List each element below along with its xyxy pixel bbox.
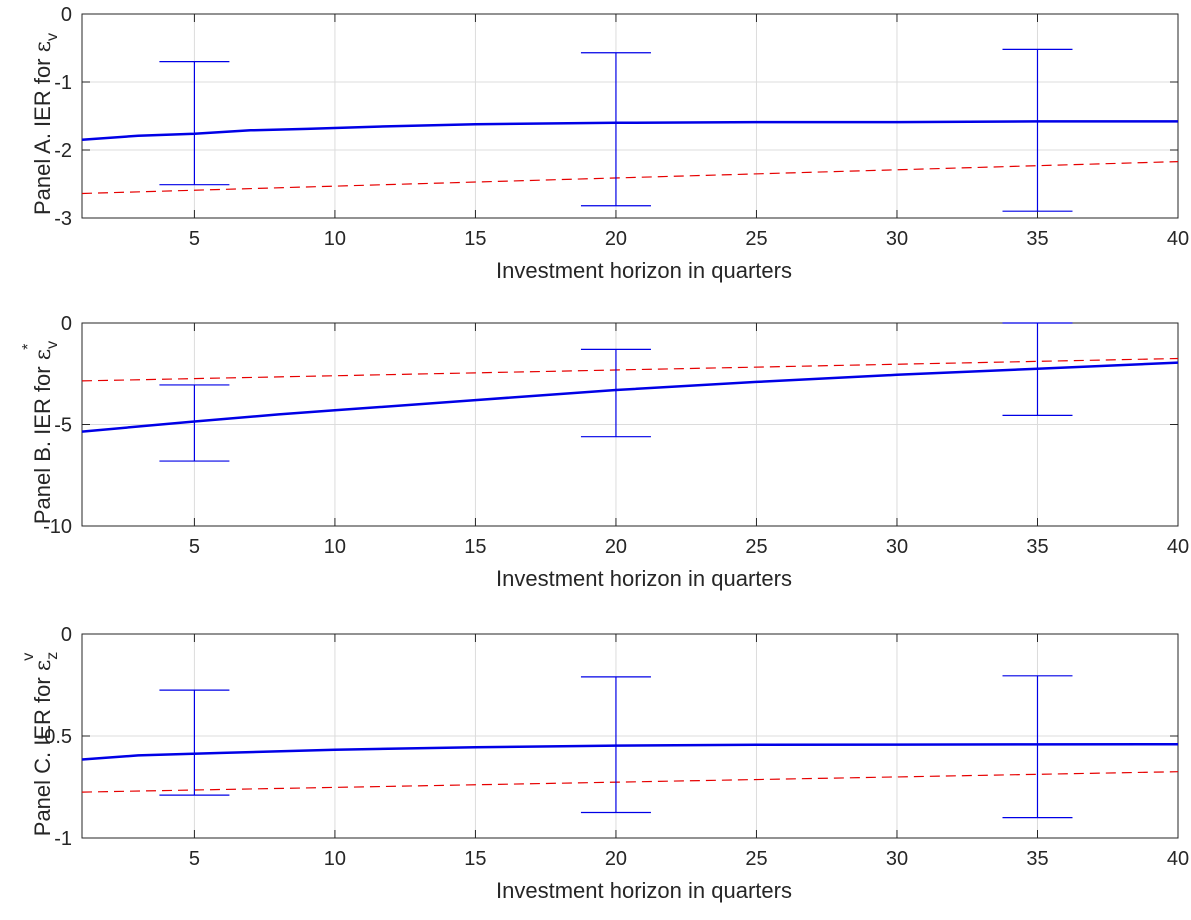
error-bar (159, 689, 230, 796)
y-axis-label-superscript: v (20, 653, 37, 661)
y-axis-label: Panel A. IER for εv (30, 33, 61, 215)
panel-2: 5 10 15 20 25 30 35 40 0 -5 -10 Investment horizon … (20, 313, 1189, 591)
y-tick-label: -5 (54, 415, 72, 437)
y-tick-label: 0 (61, 313, 72, 335)
x-tick-label: 15 (464, 536, 486, 558)
x-axis-label: Investment horizon in quarters (496, 566, 792, 591)
y-tick-label: 0 (61, 4, 72, 26)
dashed-series-line (81, 161, 1179, 195)
error-bar (1002, 48, 1073, 212)
error-bar (159, 384, 230, 462)
x-tick-label: 40 (1167, 228, 1189, 250)
error-bar (580, 676, 651, 814)
y-tick-label: -0.5 (38, 726, 72, 748)
panel-1: 5 10 15 20 25 30 35 40 0 -1 -2 -3 Investment horizon… (30, 4, 1189, 283)
x-tick-label: 5 (189, 536, 200, 558)
x-tick-label: 35 (1026, 848, 1048, 870)
y-axis-label: Panel C. IER for εzv (20, 652, 61, 836)
x-tick-label: 25 (745, 228, 767, 250)
x-tick-label: 40 (1167, 536, 1189, 558)
x-tick-label: 10 (324, 536, 346, 558)
y-axis-label-text: Panel C. IER for εz (30, 652, 61, 836)
x-tick-label: 40 (1167, 848, 1189, 870)
error-bar (159, 60, 230, 186)
y-tick-label: -1 (54, 828, 72, 850)
y-tick-label: -1 (54, 72, 72, 94)
y-axis-label-text: Panel A. IER for εv (30, 33, 61, 215)
x-tick-label: 25 (745, 848, 767, 870)
x-tick-label: 10 (324, 228, 346, 250)
x-tick-label: 35 (1026, 536, 1048, 558)
error-bar (1002, 675, 1073, 819)
y-axis-label: Panel B. IER for εv* (20, 341, 61, 524)
y-tick-label: -2 (54, 140, 72, 162)
axes-box (81, 13, 1179, 219)
x-axis-label: Investment horizon in quarters (496, 878, 792, 903)
x-tick-label: 20 (605, 536, 627, 558)
x-tick-label: 35 (1026, 228, 1048, 250)
error-bar (580, 52, 651, 207)
error-bar (580, 348, 651, 438)
x-tick-label: 15 (464, 848, 486, 870)
x-tick-label: 20 (605, 228, 627, 250)
x-tick-label: 10 (324, 848, 346, 870)
dashed-series-line (81, 771, 1179, 793)
x-tick-label: 20 (605, 848, 627, 870)
solid-series-line (81, 361, 1179, 433)
y-tick-label: -3 (54, 208, 72, 230)
x-tick-label: 15 (464, 228, 486, 250)
y-tick-label: -10 (43, 516, 72, 538)
y-axis-label-superscript: * (20, 344, 37, 350)
x-tick-label: 30 (886, 536, 908, 558)
x-tick-label: 5 (189, 848, 200, 870)
x-tick-label: 25 (745, 536, 767, 558)
y-axis-label-text: Panel B. IER for εv (30, 341, 61, 524)
x-tick-label: 30 (886, 848, 908, 870)
solid-series-line (81, 120, 1178, 142)
x-axis-label: Investment horizon in quarters (496, 258, 792, 283)
error-bar (1002, 322, 1073, 416)
solid-series-line (81, 742, 1179, 761)
dashed-series-line (81, 357, 1179, 382)
y-tick-label: 0 (61, 624, 72, 646)
panel-3: 5 10 15 20 25 30 35 40 0 -0.5 -1 Investment horizon… (20, 624, 1189, 903)
x-tick-label: 5 (189, 228, 200, 250)
x-tick-label: 30 (886, 228, 908, 250)
